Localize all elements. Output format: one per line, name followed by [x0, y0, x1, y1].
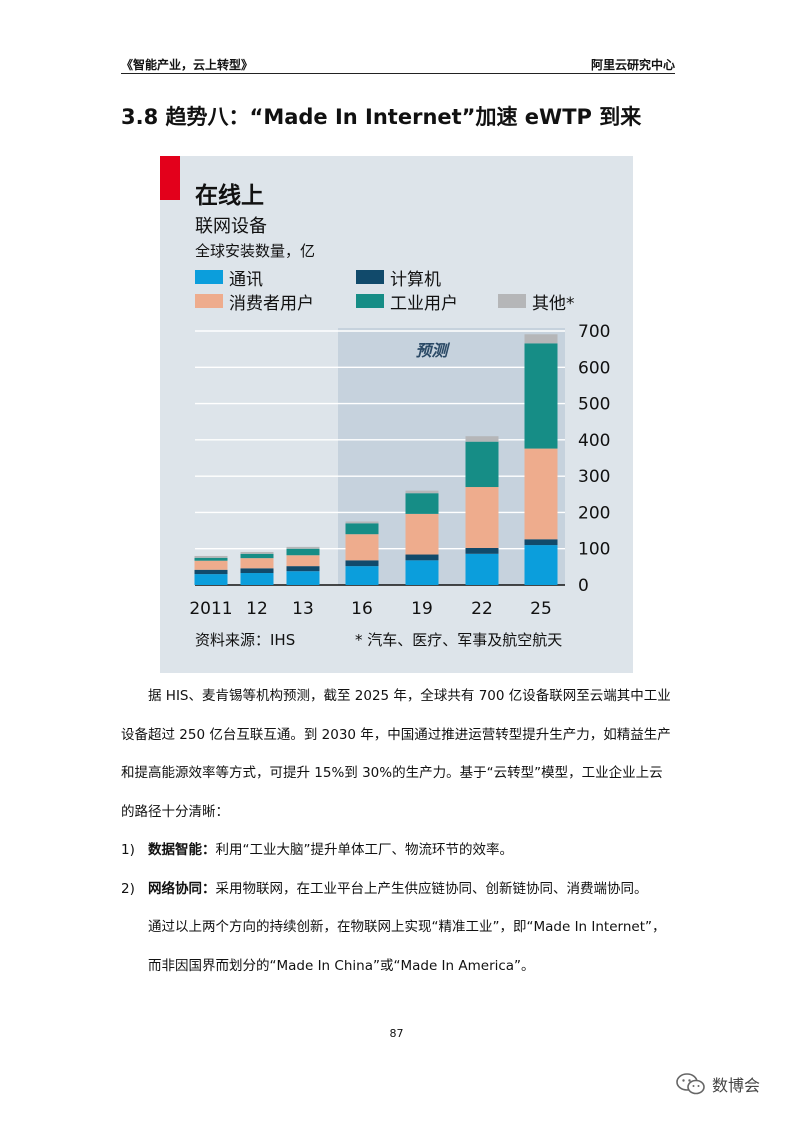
bar-segment — [465, 487, 499, 548]
bar-segment — [240, 551, 274, 554]
legend-item-consumer: 消费者用户 — [195, 291, 314, 314]
legend-label: 计算机 — [390, 269, 441, 290]
header-doc-title: 《智能产业，云上转型》 — [121, 58, 254, 72]
bar-segment — [194, 574, 228, 585]
watermark-text: 数博会 — [712, 1076, 761, 1095]
bar-segment — [465, 553, 499, 585]
y-tick-label: 200 — [578, 503, 610, 523]
list-item: 1) 数据智能：利用“工业大脑”提升单体工厂、物流环节的效率。 — [121, 831, 674, 870]
chart-title: 在线上 — [195, 183, 264, 209]
legend-item-other: 其他* — [498, 291, 575, 314]
legend-swatch — [356, 294, 384, 308]
bar-segment — [405, 513, 439, 555]
chart-subtitle: 联网设备 — [195, 216, 267, 237]
x-tick-label: 25 — [530, 599, 552, 619]
bar-segment — [286, 566, 320, 572]
legend-item-industrial: 工业用户 — [356, 291, 458, 314]
bar-segment — [524, 448, 558, 540]
x-tick-label: 12 — [246, 599, 268, 619]
bar-segment — [194, 557, 228, 561]
chart-source: 资料来源：IHS — [195, 631, 296, 649]
bar-segment — [286, 571, 320, 585]
bar-segment — [524, 343, 558, 449]
bar-segment — [194, 555, 228, 558]
legend-swatch — [195, 294, 223, 308]
chart-accent-bar — [160, 156, 180, 200]
chart-y-unit: 全球安装数量，亿 — [195, 242, 316, 260]
page-number: 87 — [389, 1027, 404, 1040]
legend-label: 其他* — [532, 293, 575, 314]
bar-segment — [345, 566, 379, 585]
legend-label: 消费者用户 — [229, 293, 314, 314]
bar-segment — [286, 555, 320, 567]
x-tick-label: 2011 — [189, 599, 232, 619]
list-item-heading: 网络协同： — [148, 880, 216, 897]
y-tick-label: 300 — [578, 467, 610, 487]
bar-segment — [405, 493, 439, 514]
bar-segment — [240, 553, 274, 559]
bar-segment — [286, 546, 320, 549]
bar-segment — [345, 560, 379, 567]
x-tick-label: 16 — [351, 599, 373, 619]
legend-label: 工业用户 — [390, 293, 458, 314]
list-number: 2) — [121, 880, 135, 897]
header-org-name: 阿里云研究中心 — [590, 58, 675, 72]
y-tick-label: 400 — [578, 431, 610, 451]
wechat-icon — [676, 1073, 705, 1095]
y-tick-label: 700 — [578, 322, 610, 342]
list-item-text: 利用“工业大脑”提升单体工厂、物流环节的效率。 — [215, 842, 514, 858]
bar-segment — [240, 568, 274, 574]
list-item: 2) 网络协同：采用物联网，在工业平台上产生供应链协同、创新链协同、消费端协同。 — [121, 870, 674, 909]
bar-segment — [465, 441, 499, 488]
legend-swatch — [195, 270, 223, 284]
paragraph-continuation: 通过以上两个方向的持续创新，在物联网上实现“精准工业”，即“Made In In… — [148, 919, 666, 974]
bar-segment — [405, 554, 439, 561]
bar-segment — [405, 560, 439, 585]
bar-segment — [405, 490, 439, 494]
x-tick-label: 22 — [471, 599, 493, 619]
y-tick-label: 0 — [578, 576, 589, 596]
bar-segment — [240, 573, 274, 585]
legend-swatch — [498, 294, 526, 308]
list-item-heading: 数据智能： — [148, 842, 216, 858]
bar-segment — [240, 558, 274, 569]
body-text: 据 HIS、麦肯锡等机构预测，截至 2025 年，全球共有 700 亿设备联网至… — [121, 677, 674, 985]
legend-swatch — [356, 270, 384, 284]
x-tick-label: 13 — [292, 599, 314, 619]
chart-footnote: * 汽车、医疗、军事及航空航天 — [355, 631, 563, 649]
header-divider — [121, 73, 675, 74]
bar-segment — [345, 523, 379, 535]
legend-label: 通讯 — [229, 269, 263, 290]
bar-segment — [345, 521, 379, 524]
forecast-label: 预测 — [415, 341, 450, 360]
stacked-bar-chart: 预测 0 100 200 300 400 500 600 700 2011 12 13 16 19 22 25 — [189, 322, 610, 619]
bar-segment — [524, 545, 558, 585]
paragraph: 据 HIS、麦肯锡等机构预测，截至 2025 年，全球共有 700 亿设备联网至… — [121, 688, 671, 820]
legend-item-computer: 计算机 — [356, 267, 441, 290]
bar-segment — [194, 569, 228, 575]
bar-segment — [194, 560, 228, 570]
bar-segment — [465, 547, 499, 554]
bar-segment — [524, 334, 558, 344]
list-number: 1) — [121, 842, 135, 858]
bar-segment — [345, 534, 379, 561]
bar-segment — [524, 539, 558, 546]
bar-segment — [286, 548, 320, 556]
y-tick-label: 600 — [578, 358, 610, 378]
watermark: 数博会 — [676, 1072, 760, 1096]
bar-segment — [465, 436, 499, 442]
chart-panel: 在线上 联网设备 全球安装数量，亿 通讯 计算机 消费者用户 工业用户 其他* … — [160, 156, 633, 673]
section-title: 3.8 趋势八：“Made In Internet”加速 eWTP 到来 — [121, 105, 642, 129]
legend-item-telecom: 通讯 — [195, 267, 263, 290]
x-tick-label: 19 — [411, 599, 433, 619]
list-item-text: 采用物联网，在工业平台上产生供应链协同、创新链协同、消费端协同。 — [215, 880, 648, 897]
y-tick-label: 500 — [578, 395, 610, 415]
y-tick-label: 100 — [578, 540, 610, 560]
